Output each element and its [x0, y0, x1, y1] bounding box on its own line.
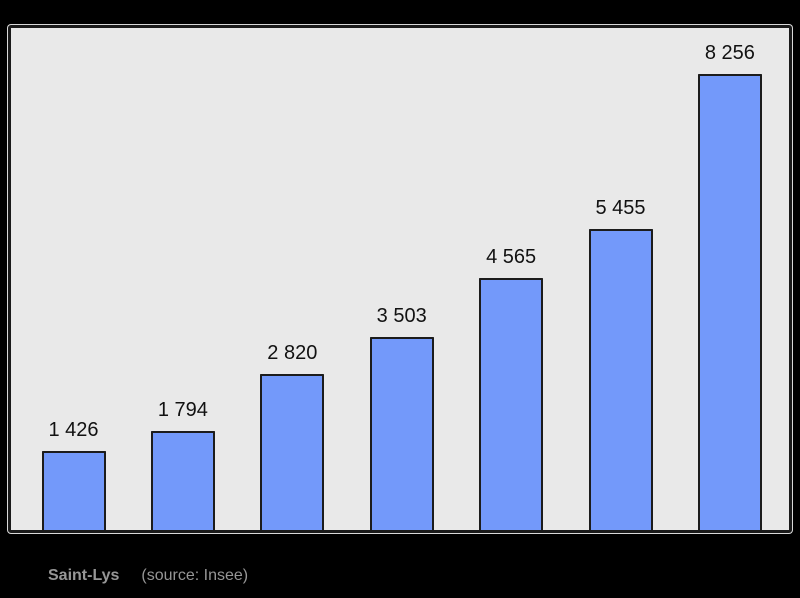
caption: Saint-Lys (source: Insee) — [48, 567, 248, 585]
bar-value-label: 2 820 — [267, 342, 318, 364]
bar — [588, 229, 653, 530]
bar — [41, 451, 106, 530]
bar-value-label: 8 256 — [704, 42, 755, 64]
bar-value-label: 5 455 — [595, 197, 646, 219]
chart-panel: 1 426 1 794 2 820 3 503 4 565 5 455 8 256 — [8, 25, 792, 533]
bar-value-label: 3 503 — [376, 305, 427, 327]
bar-value-label: 1 794 — [157, 399, 208, 421]
caption-source: (source: Insee) — [141, 567, 249, 584]
bar — [260, 374, 325, 530]
bar — [697, 74, 762, 530]
bar-area: 1 426 1 794 2 820 3 503 4 565 5 455 8 256 — [11, 28, 789, 530]
bar-value-label: 1 426 — [48, 419, 99, 441]
bar-value-label: 4 565 — [486, 246, 537, 268]
bar — [369, 337, 434, 530]
bar — [479, 278, 544, 530]
caption-name: Saint-Lys — [48, 567, 120, 584]
bar — [150, 431, 215, 530]
